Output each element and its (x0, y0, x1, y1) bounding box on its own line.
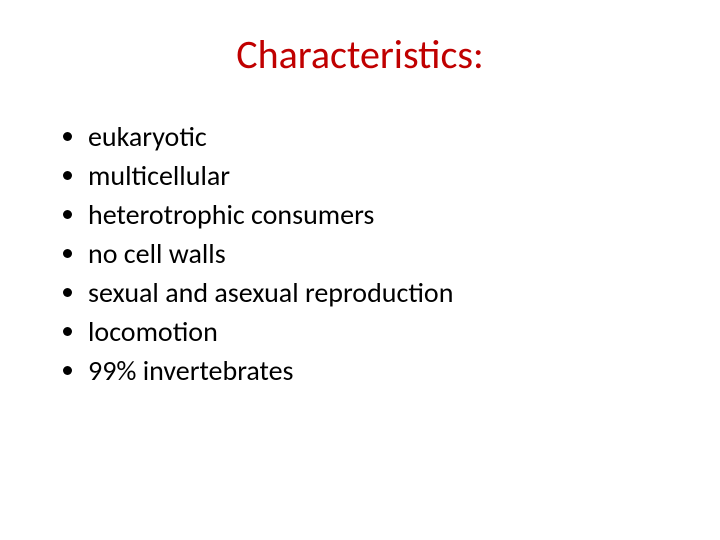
list-item: eukaryotic (88, 119, 680, 158)
slide: Characteristics: eukaryotic multicellula… (0, 0, 720, 540)
bullet-list: eukaryotic multicellular heterotrophic c… (40, 119, 680, 392)
list-item: heterotrophic consumers (88, 197, 680, 236)
list-item: 99% invertebrates (88, 353, 680, 392)
slide-title: Characteristics: (40, 30, 680, 79)
list-item: no cell walls (88, 236, 680, 275)
list-item: multicellular (88, 158, 680, 197)
list-item: sexual and asexual reproduction (88, 275, 680, 314)
list-item: locomotion (88, 314, 680, 353)
